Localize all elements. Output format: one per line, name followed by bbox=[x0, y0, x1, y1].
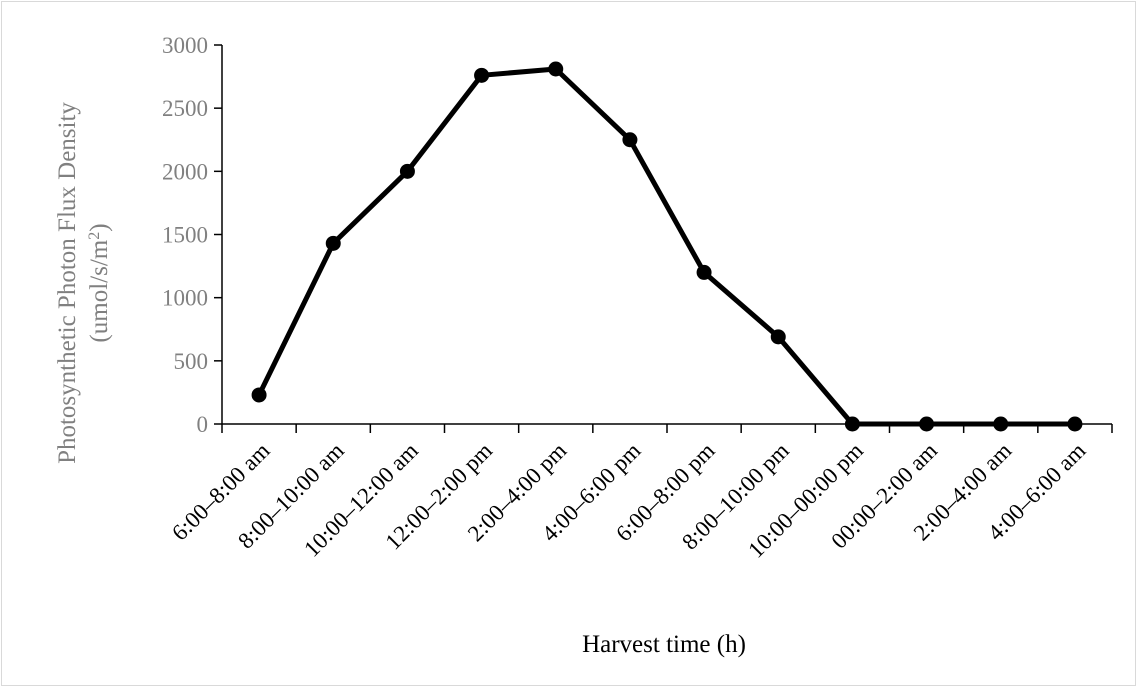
data-point bbox=[474, 67, 490, 83]
data-point bbox=[770, 329, 786, 345]
data-point bbox=[919, 416, 935, 432]
y-tick-label: 2000 bbox=[162, 159, 208, 184]
data-point bbox=[1067, 416, 1083, 432]
data-point bbox=[622, 132, 638, 148]
y-axis-title-line2: (umol/s/m2) bbox=[86, 223, 114, 342]
series-line bbox=[256, 66, 1075, 427]
y-axis-title-close: ) bbox=[86, 223, 113, 231]
y-tick-label: 2500 bbox=[162, 96, 208, 121]
data-point bbox=[251, 387, 267, 403]
data-point bbox=[993, 416, 1009, 432]
y-tick-label: 500 bbox=[174, 349, 209, 374]
y-axis: 0 500 1000 1500 2000 2500 3000 bbox=[162, 33, 223, 437]
data-point bbox=[844, 416, 860, 432]
y-axis-title-sup: 2 bbox=[86, 232, 103, 240]
data-point bbox=[696, 264, 712, 280]
y-axis-title-unit: (umol/s/m bbox=[86, 239, 113, 342]
y-axis-title: Photosynthetic Photon Flux Density (umol… bbox=[54, 102, 113, 464]
y-tick-label: 1500 bbox=[162, 223, 208, 248]
y-tick-label: 3000 bbox=[162, 33, 208, 58]
y-axis-title-line1: Photosynthetic Photon Flux Density bbox=[54, 102, 81, 464]
data-point bbox=[325, 235, 341, 251]
y-tick-label: 0 bbox=[197, 412, 209, 437]
y-tick-label: 1000 bbox=[162, 286, 208, 311]
data-point bbox=[548, 61, 564, 77]
series-group bbox=[251, 61, 1083, 432]
x-axis-title: Harvest time (h) bbox=[582, 631, 746, 658]
data-point bbox=[399, 163, 415, 179]
